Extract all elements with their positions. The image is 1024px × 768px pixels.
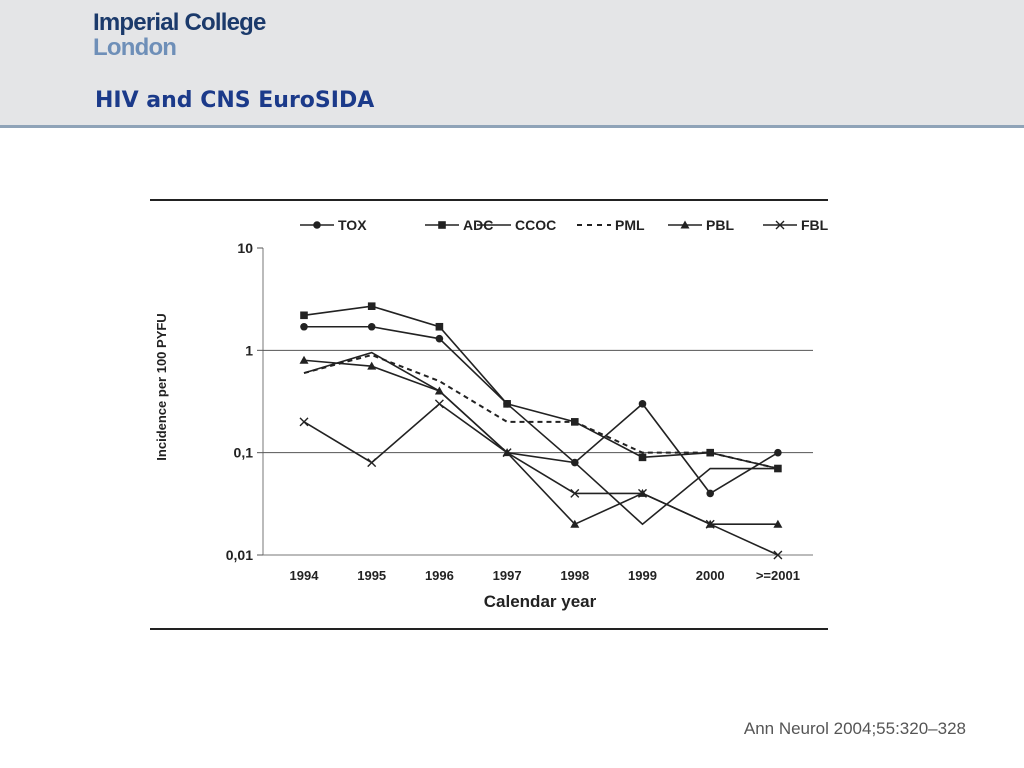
y-axis-title: Incidence per 100 PYFU	[154, 313, 169, 460]
data-point-tox	[300, 322, 308, 331]
data-point-pbl	[434, 386, 444, 395]
data-point-adc	[638, 453, 647, 462]
series-line-tox	[304, 325, 779, 495]
legend-label-tox: TOX	[338, 217, 367, 233]
data-point-tox	[435, 334, 444, 343]
legend-label-pbl: PBL	[706, 217, 734, 233]
data-point-adc	[503, 400, 511, 408]
series-line-fbl	[303, 402, 779, 556]
citation: Ann Neurol 2004;55:320–328	[743, 719, 966, 738]
x-tick-label: 2000	[696, 568, 725, 583]
data-point-tox	[706, 489, 714, 498]
x-tick-label: 1998	[560, 568, 589, 583]
legend-label-pml: PML	[615, 217, 645, 233]
logo-line-2: London	[93, 34, 177, 61]
imperial-college-logo: Imperial College London	[93, 10, 266, 60]
data-point-pbl	[367, 361, 377, 370]
data-point-fbl	[570, 488, 580, 498]
data-point-fbl	[434, 399, 444, 409]
x-tick-label: 1995	[357, 568, 386, 583]
data-point-fbl	[367, 458, 377, 468]
incidence-line-chart: 10 1 0,1 0,01 1994 1995 1996 1997 1998 1999 2000 >=…	[150, 199, 828, 630]
legend-marker-adc	[438, 221, 446, 229]
chart-figure: 10 1 0,1 0,01 1994 1995 1996 1997 1998 1999 2000 >=…	[150, 198, 828, 631]
series-line-pml	[303, 353, 779, 470]
data-point-fbl	[299, 417, 309, 427]
series-line-pbl	[303, 359, 778, 526]
legend-label-ccoc: CCOC	[515, 217, 556, 233]
y-tick-label: 10	[237, 240, 253, 256]
slide-title: HIV and CNS EuroSIDA	[95, 88, 375, 113]
header-divider	[0, 125, 1024, 128]
x-tick-label: 1997	[493, 568, 522, 583]
data-point-fbl	[638, 488, 647, 498]
data-point-tox	[367, 322, 376, 331]
data-point-fbl	[502, 448, 512, 458]
slide-header: Imperial College London HIV and CNS Euro…	[0, 0, 1024, 125]
series-line-adc	[303, 305, 779, 470]
data-point-pbl	[299, 355, 309, 364]
data-point-adc	[300, 311, 308, 320]
series-line-ccoc	[303, 351, 778, 526]
data-point-fbl	[773, 550, 783, 560]
data-point-tox	[774, 448, 782, 457]
x-tick-label: 1996	[425, 568, 454, 583]
legend-label-fbl: FBL	[801, 217, 828, 233]
logo-line-1: Imperial College	[93, 9, 266, 36]
data-point-adc	[367, 302, 376, 310]
x-axis-title: Calendar year	[484, 592, 597, 611]
x-tick-label: 1999	[628, 568, 657, 583]
x-tick-label: 1994	[290, 568, 320, 583]
data-point-pbl	[570, 519, 580, 528]
y-tick-label: 0,01	[226, 547, 253, 563]
data-point-adc	[435, 322, 444, 331]
y-tick-label: 0,1	[234, 445, 254, 461]
legend-marker-fbl	[775, 220, 785, 230]
data-point-pbl	[773, 519, 783, 528]
data-point-fbl	[705, 519, 715, 529]
legend-marker-pbl	[680, 220, 690, 229]
data-point-adc	[706, 448, 714, 457]
x-tick-label: >=2001	[756, 568, 800, 583]
data-point-tox	[638, 400, 647, 408]
y-tick-label: 1	[245, 342, 253, 358]
legend-marker-tox	[313, 221, 321, 229]
